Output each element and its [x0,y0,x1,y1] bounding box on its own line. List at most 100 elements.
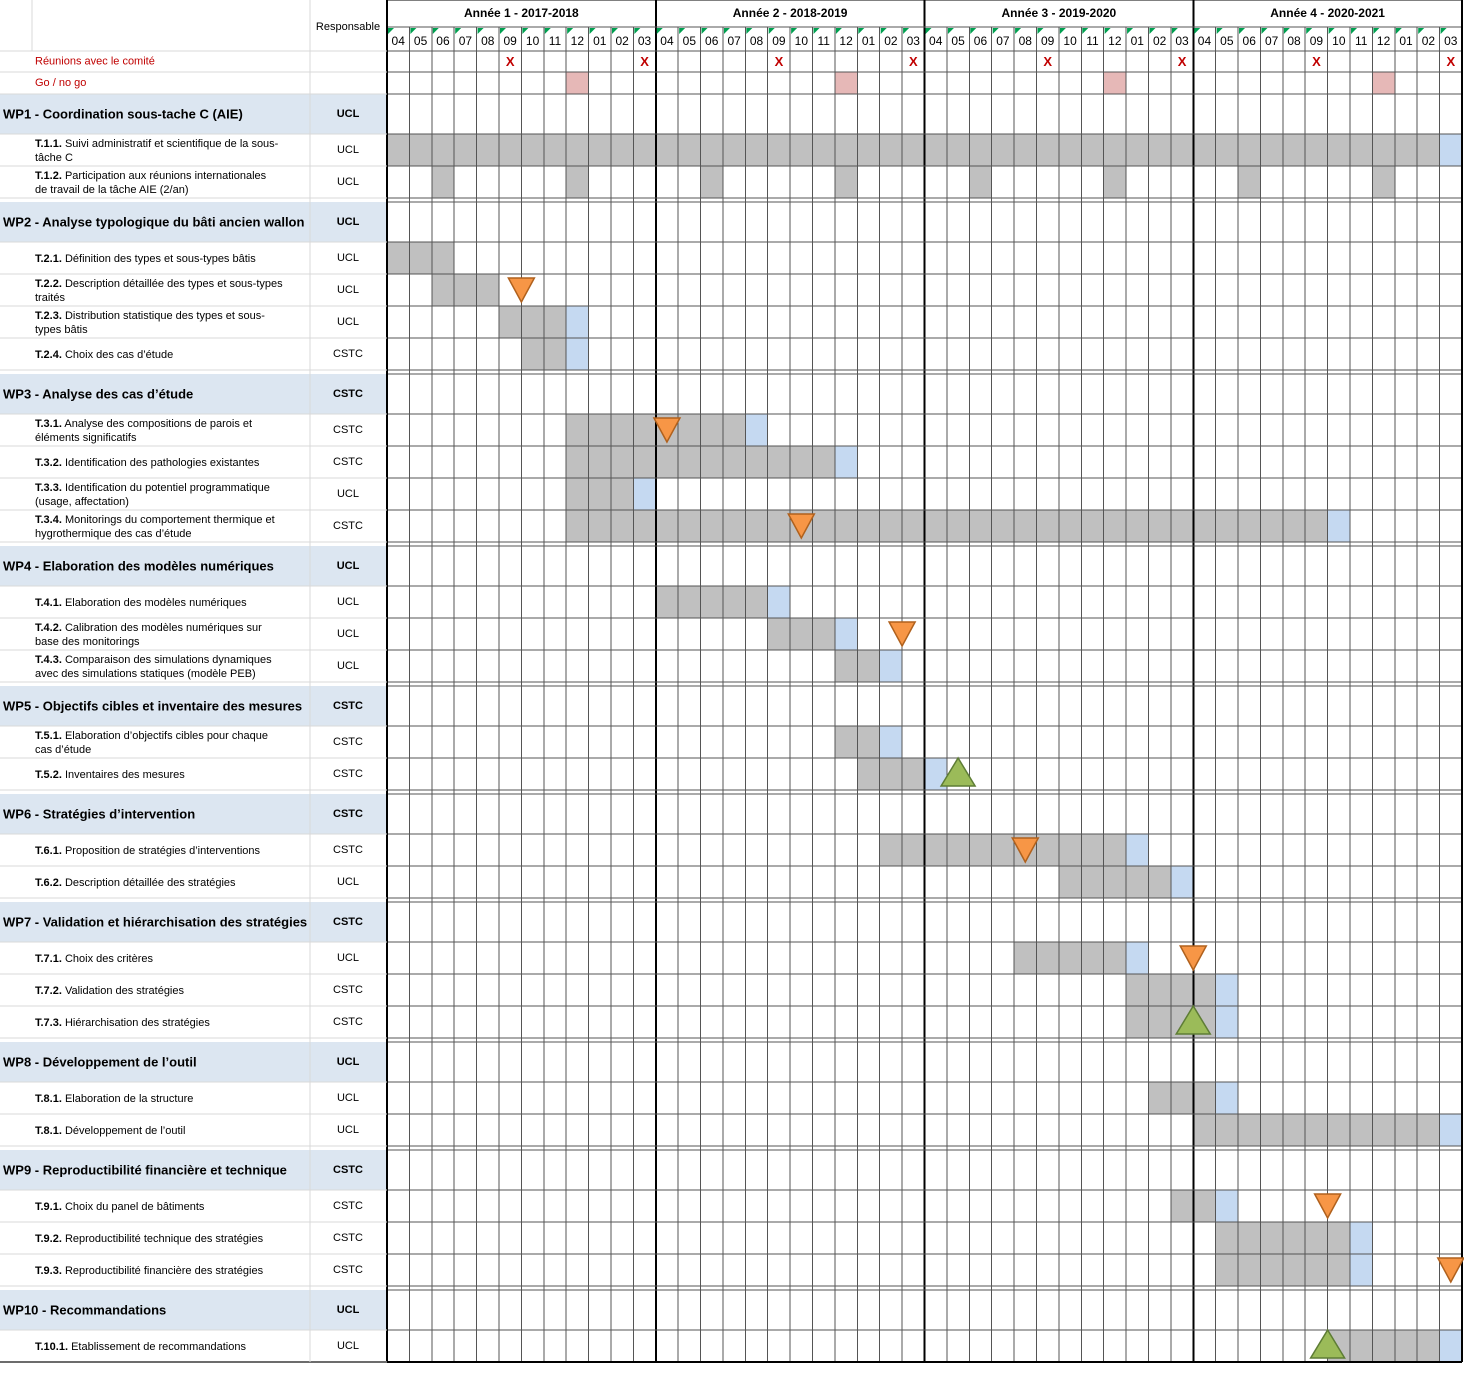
task-bar [857,758,925,790]
task-text: Inventaires des mesures [62,769,185,781]
task-bar [767,618,835,650]
task-label: T.8.1. Développement de l’outil [35,1125,185,1137]
task-label: T.5.2. Inventaires des mesures [35,769,185,781]
wp-title: WP10 - Recommandations [3,1302,166,1317]
header-flag [544,28,551,34]
task-text: Choix du panel de bâtiments [62,1201,205,1213]
header-flag [1216,28,1223,34]
task-bar [969,166,992,198]
meeting-mark: X [775,54,784,69]
month-label: 05 [414,34,428,48]
task-code: T.6.2. [35,877,62,889]
responsable-header: Responsable [316,21,380,33]
month-label: 11 [1086,34,1099,48]
task-code: T.8.1. [35,1125,62,1137]
header-flag [477,28,484,34]
month-label: 05 [1220,34,1234,48]
task-responsable: UCL [337,1092,359,1104]
milestone-decision [1174,1004,1212,1035]
task-text-line2: éléments significatifs [35,432,137,444]
header-flag [611,28,618,34]
task-responsable: CSTC [333,984,363,996]
task-bar [879,834,1127,866]
task-bar [655,586,768,618]
task-text: Analyse des compositions de parois et [62,418,252,430]
wp-responsable: UCL [337,560,360,572]
task-end-cell [879,726,903,758]
task-responsable: CSTC [333,844,363,856]
month-label: 02 [884,34,898,48]
wp-responsable: CSTC [333,388,363,400]
milestone-deliverable [887,621,917,648]
month-label: 09 [772,34,786,48]
wp-title: WP1 - Coordination sous-tache C (AIE) [3,106,243,121]
task-responsable: CSTC [333,1200,363,1212]
task-end-cell [566,306,589,338]
header-flag [1440,28,1447,34]
task-responsable: UCL [337,660,359,672]
task-text: Choix des cas d’étude [62,349,173,361]
task-end-cell [1215,1082,1239,1114]
header-flag [1082,28,1089,34]
task-end-cell [1126,834,1149,866]
header-flag [723,28,730,34]
task-end-cell [745,414,768,446]
task-responsable: UCL [337,1124,359,1136]
task-responsable: CSTC [333,456,363,468]
task-end-cell [1439,1114,1462,1146]
month-label: 10 [526,34,540,48]
task-text: Choix des critères [62,953,154,965]
month-label: 03 [1444,34,1458,48]
month-label: 12 [1108,34,1122,48]
task-code: T.1.2. [35,170,62,182]
milestone-deliverable [652,417,682,444]
header-flag [679,28,686,34]
milestone-deliverable [1313,1193,1342,1220]
task-end-cell [1215,1190,1239,1222]
wp-title: WP2 - Analyse typologique du bâti ancien… [3,214,305,229]
header: Responsable Année 1 - 2017-2018 Année 2 - … [316,6,1458,48]
task-text: Hiérarchisation des stratégies [62,1017,210,1029]
task-responsable: UCL [337,316,359,328]
wp-band [0,1042,387,1082]
header-flag [1306,28,1313,34]
month-label: 09 [1041,34,1055,48]
task-code: T.4.2. [35,622,62,634]
wp-title: WP9 - Reproductibilité financière et tec… [3,1162,287,1177]
task-responsable: UCL [337,144,359,156]
task-bar [431,274,499,306]
month-label: 11 [1355,34,1368,48]
month-label: 05 [683,34,697,48]
task-responsable: CSTC [333,736,363,748]
task-code: T.4.1. [35,597,62,609]
header-flag [1149,28,1156,34]
wp-responsable: UCL [337,1056,360,1068]
month-label: 09 [503,34,517,48]
task-text: Elaboration des modèles numériques [62,597,247,609]
wp-band [0,1150,387,1190]
task-text-line2: de travail de la tâche AIE (2/an) [35,184,188,196]
task-responsable: CSTC [333,1264,363,1276]
task-bar [1193,1114,1440,1146]
backgrounds [0,72,1395,1330]
month-label: 10 [1063,34,1077,48]
task-end-cell [1327,510,1351,542]
task-code: T.2.2. [35,278,62,290]
task-code: T.8.1. [35,1093,62,1105]
task-responsable: CSTC [333,424,363,436]
task-bar [566,166,589,198]
milestone-deliverable [1178,945,1208,972]
task-label: T.7.1. Choix des critères [35,953,153,965]
header-flag [1194,28,1201,34]
month-label: 08 [481,34,495,48]
wp-responsable: CSTC [333,808,363,820]
task-text: Identification du potentiel programmatiq… [62,482,270,494]
task-label: T.2.2. Description détaillée des types e… [35,278,283,290]
wp-band [0,902,387,942]
task-bar [431,166,455,198]
task-end-cell [633,478,656,510]
header-flag [522,28,529,34]
task-text-line2: traités [35,292,65,304]
task-responsable: UCL [337,284,359,296]
header-flag [388,28,394,34]
